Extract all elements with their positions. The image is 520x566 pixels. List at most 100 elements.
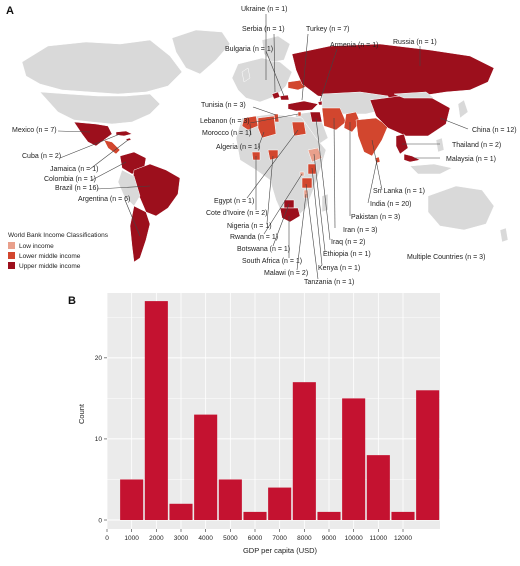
algeria-shape <box>257 115 277 139</box>
label-pakistan: Pakistan (n = 3) <box>351 214 400 221</box>
histogram-bar <box>268 487 292 520</box>
label-cuba: Cuba (n = 2) <box>22 153 61 160</box>
x-tick-label: 9000 <box>322 535 337 542</box>
label-malaysia: Malaysia (n = 1) <box>446 156 496 163</box>
label-armenia: Armenia (n = 1) <box>330 42 378 49</box>
legend-swatch-lower-middle <box>8 252 15 259</box>
histogram-bar <box>366 455 390 520</box>
mongolia-shape <box>393 91 435 99</box>
y-tick-label: 0 <box>98 517 102 524</box>
legend-swatch-upper-middle <box>8 262 15 269</box>
map-legend: World Bank Income Classifications Low in… <box>8 232 109 270</box>
turkey-shape <box>287 100 319 112</box>
x-tick-label: 6000 <box>248 535 263 542</box>
world-map <box>21 29 509 263</box>
lebanon-shape <box>297 111 302 117</box>
x-tick-label: 4000 <box>198 535 213 542</box>
newzealand-shape <box>499 227 509 243</box>
label-srilanka: Sri Lanka (n = 1) <box>373 188 425 195</box>
label-kenya: Kenya (n = 1) <box>318 265 360 272</box>
label-rwanda: Rwanda (n = 1) <box>230 234 278 241</box>
indonesia-shape <box>409 163 453 175</box>
pakistan-shape <box>343 111 361 133</box>
southafrica-shape <box>279 207 301 223</box>
label-iraq: Iraq (n = 2) <box>331 239 365 246</box>
x-axis-title: GDP per capita (USD) <box>243 546 318 555</box>
scandinavia-shape <box>261 35 291 63</box>
label-multiple-countries: Multiple Countries (n = 3) <box>407 254 485 261</box>
label-ethiopia: Ethiopia (n = 1) <box>323 251 371 258</box>
brazil-shape <box>131 163 181 217</box>
x-tick-label: 10000 <box>345 535 363 542</box>
histogram-bar <box>292 382 316 520</box>
legend-label-low: Low income <box>19 243 54 250</box>
tanzania-shape <box>301 177 313 189</box>
x-tick-label: 1000 <box>124 535 139 542</box>
label-brazil: Brazil (n = 16) <box>55 185 99 192</box>
panel-a-map: A <box>6 5 517 286</box>
label-iran: Iran (n = 3) <box>343 227 377 234</box>
label-ukraine: Ukraine (n = 1) <box>241 6 288 13</box>
x-tick-label: 12000 <box>394 535 412 542</box>
label-thailand: Thailand (n = 2) <box>452 142 501 149</box>
label-china: China (n = 12) <box>472 127 517 134</box>
histogram-bar <box>144 301 168 520</box>
label-cotedivoire: Cote d'Ivoire (n = 2) <box>206 210 267 217</box>
bulgaria-shape <box>279 94 290 101</box>
label-botswana: Botswana (n = 1) <box>237 246 290 253</box>
jamaica-shape <box>125 137 132 142</box>
africa-shape <box>235 113 327 221</box>
y-tick-label: 10 <box>95 436 103 443</box>
histogram-bar <box>243 511 267 520</box>
usa-shape <box>39 91 161 125</box>
japan-shape <box>457 99 469 119</box>
country-labels: Ukraine (n = 1) Serbia (n = 1) Turkey (n… <box>12 6 517 286</box>
histogram-bar <box>218 479 242 520</box>
label-morocco: Morocco (n = 1) <box>202 130 251 137</box>
x-axis-ticks: 0 1000 2000 3000 4000 5000 6000 7000 8000 9000 100… <box>105 529 412 542</box>
histogram-bar <box>416 390 440 520</box>
malaysia-shape <box>403 153 421 163</box>
label-serbia: Serbia (n = 1) <box>242 26 285 33</box>
histogram-bar <box>169 503 193 520</box>
x-tick-label: 2000 <box>149 535 164 542</box>
x-tick-label: 0 <box>105 535 109 542</box>
australia-shape <box>427 185 495 231</box>
histogram-bar <box>120 479 144 520</box>
central-america-shape <box>103 139 121 155</box>
x-tick-label: 7000 <box>272 535 287 542</box>
label-russia: Russia (n = 1) <box>393 39 437 46</box>
label-tunisia: Tunisia (n = 3) <box>201 102 246 109</box>
egypt-shape <box>291 121 307 137</box>
panel-a-letter: A <box>6 5 14 17</box>
legend-label-lower-middle: Lower middle income <box>19 253 81 260</box>
x-tick-label: 11000 <box>370 535 388 542</box>
label-india: India (n = 20) <box>370 201 411 208</box>
label-malawi: Malawi (n = 2) <box>264 270 308 277</box>
argentina-shape <box>129 205 151 263</box>
label-algeria: Algeria (n = 1) <box>216 144 260 151</box>
label-southafrica: South Africa (n = 1) <box>242 258 302 265</box>
label-colombia: Colombia (n = 1) <box>44 176 96 183</box>
y-axis-ticks: 0 10 20 <box>95 355 107 524</box>
x-tick-label: 5000 <box>223 535 238 542</box>
india-shape <box>355 117 389 157</box>
label-bulgaria: Bulgaria (n = 1) <box>225 46 273 53</box>
greenland-shape <box>171 29 231 75</box>
x-tick-label: 8000 <box>297 535 312 542</box>
cuba-shape <box>115 130 133 137</box>
histogram-bar <box>317 511 341 520</box>
histogram-bar <box>194 414 218 520</box>
philippines-shape <box>435 137 445 153</box>
iraq-shape <box>309 111 323 123</box>
label-argentina: Argentina (n = 6) <box>78 196 130 203</box>
uk-shape <box>241 67 251 83</box>
russia-shape <box>291 43 495 101</box>
histogram-bar <box>391 511 415 520</box>
legend-title: World Bank Income Classifications <box>8 232 109 239</box>
legend-swatch-low <box>8 242 15 249</box>
y-tick-label: 20 <box>95 355 103 362</box>
label-tanzania: Tanzania (n = 1) <box>304 279 354 286</box>
